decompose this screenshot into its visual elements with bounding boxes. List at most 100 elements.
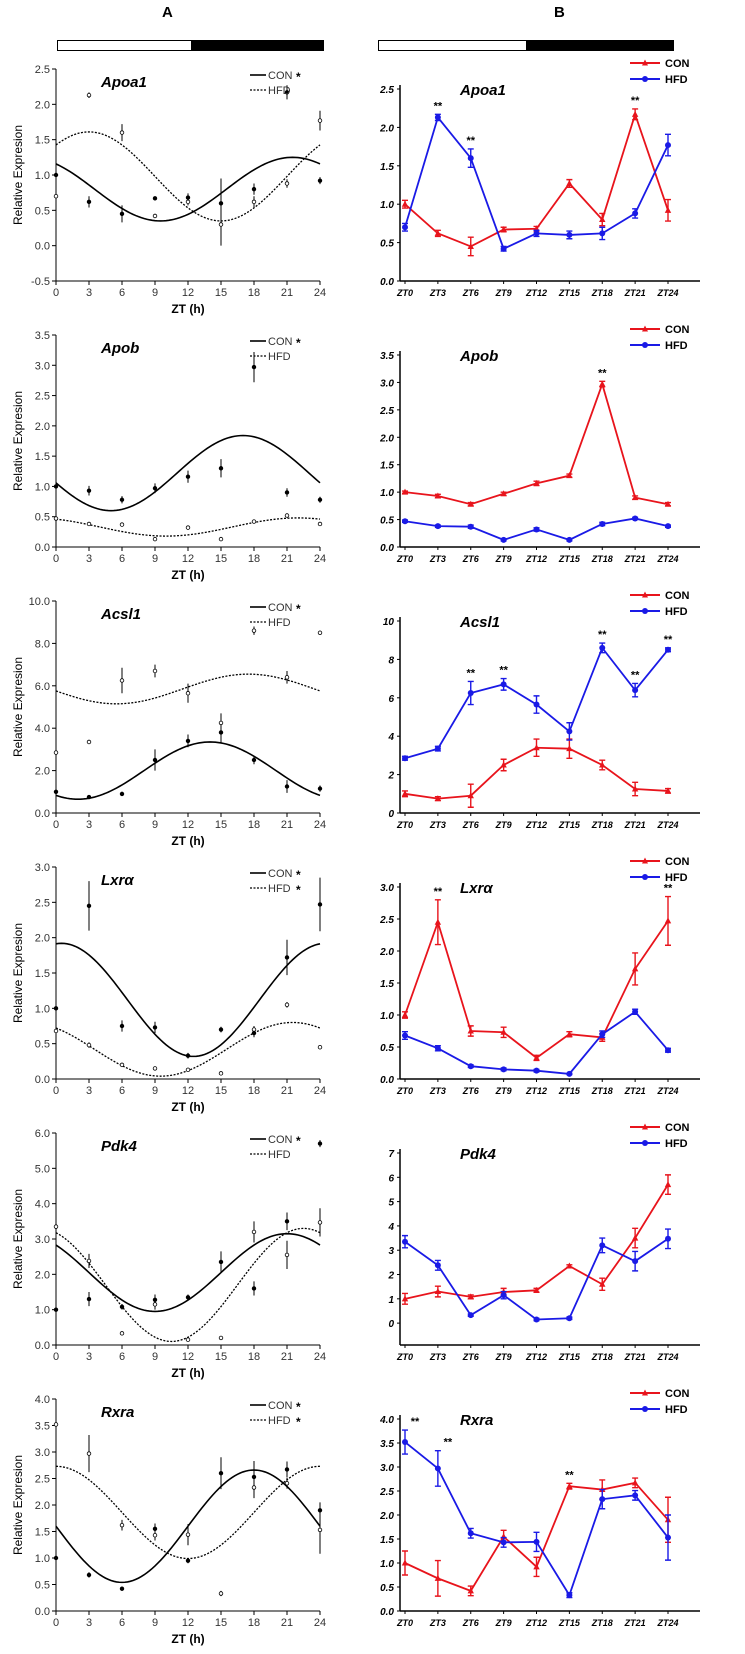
data-point-con — [434, 1288, 442, 1295]
data-point-hfd — [434, 1045, 441, 1052]
data-point-con — [533, 744, 540, 751]
y-tick-label: 1.0 — [35, 170, 50, 182]
x-tick-label: ZT24 — [656, 1352, 678, 1362]
y-axis-label: Relative Expresion — [11, 923, 25, 1023]
data-point-con — [53, 1307, 59, 1312]
y-tick-label: 3 — [388, 1246, 394, 1257]
data-point-hfd — [402, 1032, 408, 1039]
data-point-con — [317, 497, 323, 502]
data-point-con — [467, 792, 474, 799]
data-point-hfd — [434, 523, 441, 530]
x-tick-label: ZT12 — [525, 288, 547, 298]
data-point-con — [53, 1006, 59, 1011]
y-tick-label: 2.0 — [35, 933, 50, 945]
y-tick-label: 2.5 — [35, 897, 50, 909]
x-tick-label: ZT3 — [429, 820, 446, 830]
y-tick-label: 1.0 — [35, 1305, 50, 1317]
data-point-hfd — [251, 1229, 257, 1235]
legend-label: HFD — [268, 85, 291, 97]
data-point-hfd — [251, 1485, 257, 1490]
y-tick-label: 1.0 — [380, 1011, 394, 1022]
data-point-hfd — [218, 1591, 224, 1596]
y-tick-label: 2 — [387, 1271, 394, 1282]
data-point-hfd — [119, 522, 125, 527]
x-tick-label: ZT0 — [396, 1352, 413, 1362]
data-point-hfd — [632, 687, 639, 694]
x-tick-label: 12 — [182, 1351, 194, 1363]
y-tick-label: 3.0 — [35, 862, 50, 874]
data-point-hfd — [434, 745, 441, 752]
significance-mark: ** — [664, 634, 673, 646]
data-point-hfd — [317, 118, 323, 123]
x-tick-label: 12 — [182, 287, 194, 299]
x-tick-label: ZT9 — [495, 554, 512, 564]
data-point-con — [218, 1470, 224, 1476]
data-point-hfd — [500, 1539, 507, 1546]
x-tick-label: ZT3 — [429, 1618, 446, 1628]
data-point-hfd — [317, 1220, 323, 1225]
y-tick-label: 0.5 — [35, 1039, 50, 1051]
data-point-con — [467, 1027, 474, 1034]
y-axis-label: Relative Expresion — [11, 1189, 25, 1289]
data-point-con — [152, 757, 158, 763]
legend-label: CON — [268, 868, 293, 880]
figure-row-2: 0.0 0.5 1.0 1.5 2.0 2.5 3.0 3.5 0 3 6 9 12 15 18 21 24 ZT… — [11, 324, 700, 582]
y-tick-label: 2.5 — [379, 915, 394, 926]
data-point-con — [467, 242, 474, 249]
significance-mark: ** — [598, 629, 607, 641]
legend-marker-con — [642, 59, 648, 66]
y-tick-label: 5.0 — [35, 1163, 50, 1175]
gene-title: Pdk4 — [101, 1138, 138, 1155]
data-point-hfd — [467, 1063, 474, 1070]
x-tick-label: 12 — [182, 1085, 194, 1097]
data-point-con — [631, 965, 639, 972]
data-point-con — [218, 466, 224, 471]
data-point-hfd — [251, 199, 257, 205]
data-point-con — [251, 757, 257, 763]
x-axis-label: ZT (h) — [171, 1366, 204, 1380]
chart-a-pdk4: 0.0 1.0 2.0 3.0 4.0 5.0 6.0 0 3 6 9 12 15 18 21 24 ZT (h… — [11, 1128, 326, 1380]
data-point-hfd — [218, 222, 224, 227]
data-point-hfd — [402, 518, 408, 525]
data-point-con — [566, 745, 573, 752]
data-point-hfd — [218, 720, 224, 726]
x-tick-label: 6 — [119, 819, 125, 831]
gene-title: Apob — [459, 348, 498, 365]
x-tick-label: ZT0 — [396, 820, 413, 830]
data-point-hfd — [566, 1592, 573, 1599]
y-tick-label: 0.0 — [35, 542, 50, 554]
data-point-hfd — [533, 526, 540, 533]
y-tick-label: 3.0 — [380, 1463, 394, 1474]
legend-label: CON — [665, 324, 690, 336]
cosinor-fit-con — [55, 741, 321, 801]
gene-title: Apoa1 — [459, 82, 506, 99]
data-point-hfd — [86, 1042, 92, 1048]
y-tick-label: 1.5 — [35, 1527, 50, 1539]
cosinor-fit-hfd — [55, 1227, 321, 1343]
data-point-hfd — [119, 130, 125, 135]
x-tick-label: ZT3 — [429, 554, 446, 564]
x-tick-label: ZT15 — [558, 1618, 581, 1628]
x-tick-label: ZT18 — [591, 288, 613, 298]
y-tick-label: 0.5 — [35, 512, 50, 524]
data-point-con — [533, 1286, 540, 1293]
data-point-hfd — [402, 224, 408, 231]
legend-label: HFD — [268, 883, 291, 895]
data-point-hfd — [533, 1067, 540, 1074]
data-point-hfd — [284, 513, 290, 518]
y-tick-label: 2.0 — [379, 1511, 394, 1522]
light-phase — [58, 41, 191, 50]
x-tick-label: 21 — [281, 553, 293, 565]
chart-a-apoa1: -0.5 0.0 0.5 1.0 1.5 2.0 2.5 0 3 6 9 12 15 18 21 24 ZT (… — [11, 64, 326, 316]
gene-title: Acsl1 — [100, 606, 141, 623]
data-point-hfd — [152, 1066, 158, 1071]
data-point-con — [119, 1586, 125, 1591]
significance-mark: * — [296, 868, 301, 882]
data-point-con — [434, 492, 442, 499]
y-tick-label: 8.0 — [35, 638, 50, 650]
cosinor-fit-hfd — [55, 131, 321, 222]
y-tick-label: 0 — [388, 809, 394, 820]
x-tick-label: ZT9 — [495, 288, 512, 298]
chart-b-rxra: 0.0 0.5 1.0 1.5 2.0 2.5 3.0 3.5 4.0 ZT0 ZT3 ZT6 ZT9 Z… — [379, 1388, 700, 1628]
x-tick-label: ZT24 — [656, 554, 678, 564]
